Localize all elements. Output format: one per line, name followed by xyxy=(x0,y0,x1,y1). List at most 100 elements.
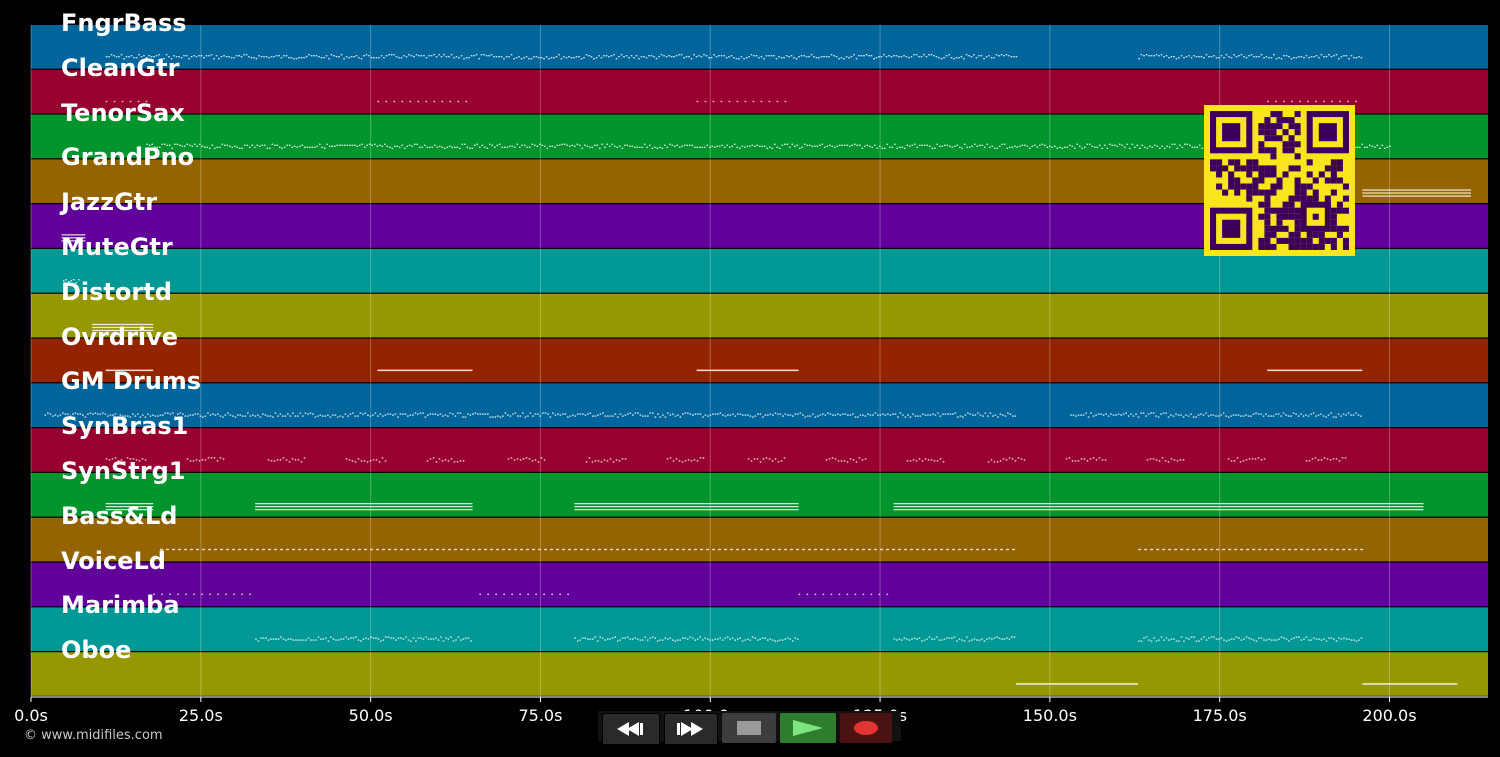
note xyxy=(1233,54,1235,56)
note xyxy=(901,146,904,148)
note xyxy=(976,639,978,641)
note xyxy=(462,460,465,462)
track-label: TenorSax xyxy=(61,98,185,127)
note xyxy=(1160,54,1163,56)
note xyxy=(769,638,772,640)
note xyxy=(794,637,797,639)
note xyxy=(1205,639,1208,641)
note xyxy=(1265,56,1268,58)
note xyxy=(799,412,802,414)
note xyxy=(966,636,968,638)
note xyxy=(1132,415,1135,417)
note xyxy=(706,144,709,146)
note xyxy=(1186,548,1190,551)
note xyxy=(1300,639,1303,641)
note xyxy=(1028,147,1031,149)
note xyxy=(794,413,797,415)
note xyxy=(935,56,938,58)
note xyxy=(238,55,240,57)
note xyxy=(409,100,412,103)
note xyxy=(551,145,554,147)
note xyxy=(249,415,252,417)
note xyxy=(425,636,427,638)
note xyxy=(1196,146,1199,148)
note xyxy=(696,100,699,103)
note xyxy=(1338,58,1340,60)
note xyxy=(982,548,986,551)
note xyxy=(216,460,219,462)
note xyxy=(1288,56,1290,58)
note xyxy=(314,416,317,418)
note xyxy=(563,56,565,58)
note xyxy=(1210,636,1213,638)
note xyxy=(427,414,429,416)
note xyxy=(1178,640,1180,642)
note xyxy=(578,144,581,146)
note xyxy=(206,146,209,148)
note xyxy=(988,146,991,148)
note xyxy=(288,461,291,463)
note xyxy=(1063,146,1066,148)
rewind-button[interactable] xyxy=(602,713,660,745)
note xyxy=(688,56,690,58)
note xyxy=(318,143,321,145)
note xyxy=(210,54,213,56)
note xyxy=(633,57,635,59)
note xyxy=(1320,639,1323,641)
note xyxy=(1298,56,1300,58)
note xyxy=(732,413,734,415)
note xyxy=(624,637,627,639)
note xyxy=(544,548,548,551)
note xyxy=(511,593,513,595)
note xyxy=(636,146,639,148)
note xyxy=(117,416,119,418)
note xyxy=(1073,147,1076,149)
note xyxy=(357,639,360,641)
note xyxy=(497,415,499,417)
note xyxy=(62,412,64,414)
note xyxy=(514,412,517,414)
note xyxy=(187,415,189,417)
note xyxy=(329,416,332,418)
note xyxy=(655,58,658,60)
note xyxy=(1187,415,1190,417)
note xyxy=(607,415,609,417)
note xyxy=(759,638,762,640)
note xyxy=(543,145,546,147)
note xyxy=(761,145,764,147)
note xyxy=(833,55,835,57)
note xyxy=(152,414,154,416)
note xyxy=(592,415,594,417)
note xyxy=(911,144,914,146)
note xyxy=(70,280,73,282)
note xyxy=(1240,415,1242,417)
note xyxy=(1185,414,1187,416)
note xyxy=(628,57,630,59)
note xyxy=(278,146,281,148)
note xyxy=(873,144,876,146)
note xyxy=(622,415,624,417)
note xyxy=(354,461,357,463)
note xyxy=(991,145,994,147)
note xyxy=(837,460,840,462)
note xyxy=(365,637,367,639)
fast-forward-button[interactable] xyxy=(664,713,718,745)
note xyxy=(1228,639,1230,641)
stop-button[interactable] xyxy=(722,713,776,743)
note xyxy=(400,637,402,639)
note xyxy=(559,593,561,595)
record-button[interactable] xyxy=(840,713,892,743)
note xyxy=(315,639,317,641)
note xyxy=(948,54,950,56)
note xyxy=(888,55,890,57)
note xyxy=(1362,192,1472,194)
note xyxy=(303,457,306,459)
note xyxy=(723,146,726,148)
play-button[interactable] xyxy=(780,713,836,743)
note xyxy=(87,413,89,415)
note xyxy=(919,415,922,417)
note xyxy=(483,54,485,56)
note xyxy=(928,54,930,56)
note xyxy=(796,638,799,640)
note xyxy=(603,55,605,57)
